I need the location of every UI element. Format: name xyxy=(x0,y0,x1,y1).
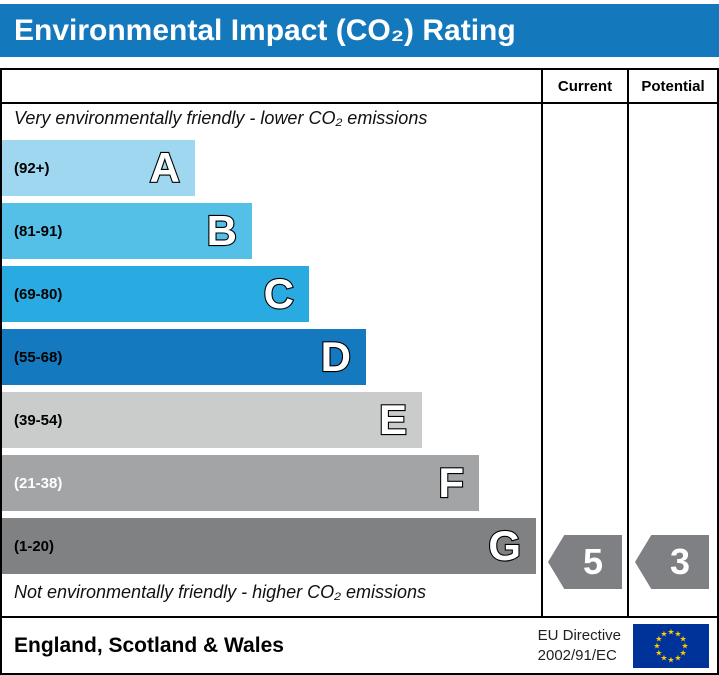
band-letter: C xyxy=(263,270,296,317)
current-column-header: Current xyxy=(557,77,613,95)
band-range: (39-54) xyxy=(14,411,63,429)
band-bar-a: (92+) A xyxy=(2,140,195,196)
rating-bands: (92+) A (81-91) B (69-80) C (55-68) D (3… xyxy=(2,140,541,581)
rating-chart: Current Potential Very environmentally f… xyxy=(0,68,719,618)
potential-rating-arrow: 3 xyxy=(635,535,709,589)
band-range: (1-20) xyxy=(14,537,55,555)
svg-text:★: ★ xyxy=(660,653,667,662)
band-range: (21-38) xyxy=(14,474,63,492)
band-bar-g: (1-20) G xyxy=(2,518,536,574)
region-label: England, Scotland & Wales xyxy=(14,633,284,657)
band-range: (55-68) xyxy=(14,348,63,366)
page-title: Environmental Impact (CO₂) Rating xyxy=(0,4,719,57)
svg-text:★: ★ xyxy=(681,641,688,650)
potential-column-header: Potential xyxy=(641,77,705,95)
column-divider xyxy=(627,70,629,616)
band-bar-f: (21-38) F xyxy=(2,455,479,511)
bottom-note: Not environmentally friendly - higher CO… xyxy=(14,582,427,602)
svg-text:★: ★ xyxy=(655,634,662,643)
band-letter: F xyxy=(437,459,465,506)
top-note: Very environmentally friendly - lower CO… xyxy=(14,108,428,128)
column-divider xyxy=(541,70,543,616)
band-letter: D xyxy=(320,333,353,380)
band-bar-b: (81-91) B xyxy=(2,203,252,259)
band-bar-c: (69-80) C xyxy=(2,266,309,322)
current-rating-arrow: 5 xyxy=(548,535,622,589)
band-letter: B xyxy=(206,207,239,254)
band-range: (92+) xyxy=(14,159,50,177)
band-letter: G xyxy=(487,522,522,569)
band-bar-e: (39-54) E xyxy=(2,392,422,448)
svg-text:★: ★ xyxy=(667,655,674,664)
svg-text:★: ★ xyxy=(667,627,674,636)
header-divider xyxy=(2,102,717,104)
band-bar-d: (55-68) D xyxy=(2,329,366,385)
eu-flag-icon: ★ ★★★★★★★★★★★ xyxy=(633,623,709,668)
svg-text:★: ★ xyxy=(653,641,660,650)
svg-text:★: ★ xyxy=(680,648,687,657)
footer: England, Scotland & Wales EU Directive 2… xyxy=(0,616,719,675)
svg-text:★: ★ xyxy=(660,629,667,638)
svg-text:★: ★ xyxy=(674,653,681,662)
band-letter: A xyxy=(149,144,182,191)
band-letter: E xyxy=(378,396,408,443)
svg-text:★: ★ xyxy=(655,648,662,657)
svg-text:★: ★ xyxy=(680,634,687,643)
band-range: (69-80) xyxy=(14,285,63,303)
band-range: (81-91) xyxy=(14,222,63,240)
eu-directive-line1: EU Directive xyxy=(537,627,621,644)
eu-directive-label: EU Directive 2002/91/EC xyxy=(538,626,621,665)
svg-text:★: ★ xyxy=(674,629,681,638)
eu-directive-line2: 2002/91/EC xyxy=(537,646,617,664)
